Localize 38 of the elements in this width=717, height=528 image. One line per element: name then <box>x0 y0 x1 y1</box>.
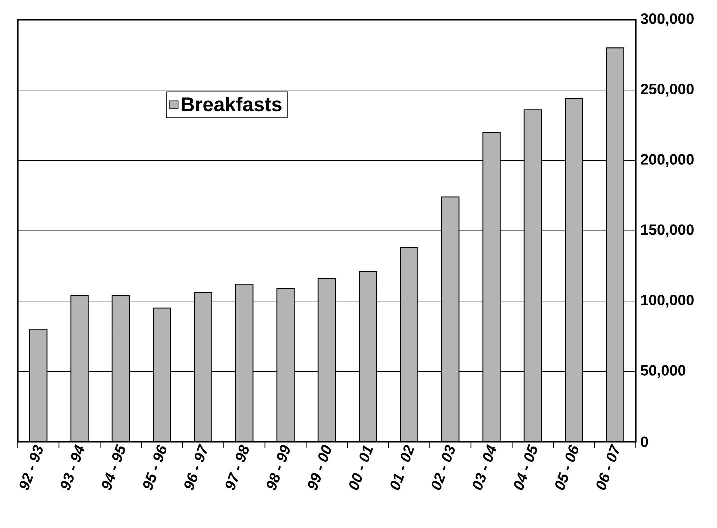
x-tick-label: 02 - 03 <box>432 445 455 490</box>
y-tick-label: 0 <box>641 436 648 448</box>
bar <box>194 292 213 442</box>
x-tick-label: 94 - 95 <box>102 444 126 490</box>
bar <box>400 247 419 442</box>
x-tick-label: 95 - 96 <box>143 444 167 490</box>
x-tick-label: 99 - 00 <box>308 445 332 490</box>
x-tick-label: 97 - 98 <box>226 444 249 490</box>
bar <box>482 132 501 442</box>
x-tick-label: 96 - 97 <box>184 444 208 490</box>
bar <box>112 295 130 442</box>
bar <box>565 98 584 442</box>
y-tick-label: 150,000 <box>641 224 694 238</box>
x-tick-label: 92 - 93 <box>20 445 43 490</box>
x-tick-label: 93 - 94 <box>61 444 84 490</box>
x-tick-label: 05 - 06 <box>556 444 579 490</box>
y-tick-label: 250,000 <box>641 84 694 97</box>
bar <box>236 284 254 442</box>
y-tick-label: 100,000 <box>641 294 694 308</box>
bar <box>442 196 460 442</box>
y-tick-label: 50,000 <box>640 365 686 378</box>
bar <box>276 288 295 442</box>
legend-label: Breakfasts <box>182 97 282 112</box>
y-tick-label: 300,000 <box>640 14 694 26</box>
bar <box>30 329 48 442</box>
x-tick-label: 06 - 07 <box>596 444 620 490</box>
x-tick-label: 04 - 05 <box>514 444 538 490</box>
bar <box>359 271 378 442</box>
y-tick-label: 200,000 <box>641 154 694 168</box>
x-tick-label: 98 - 99 <box>267 445 290 490</box>
bar <box>70 295 89 442</box>
bar <box>606 48 625 442</box>
x-tick-label: 03 - 04 <box>473 444 497 490</box>
x-tick-label: 01 - 02 <box>390 445 414 490</box>
bar <box>524 110 542 442</box>
bar <box>153 308 172 442</box>
x-tick-label: 00 - 01 <box>350 446 374 490</box>
bar <box>318 278 336 442</box>
